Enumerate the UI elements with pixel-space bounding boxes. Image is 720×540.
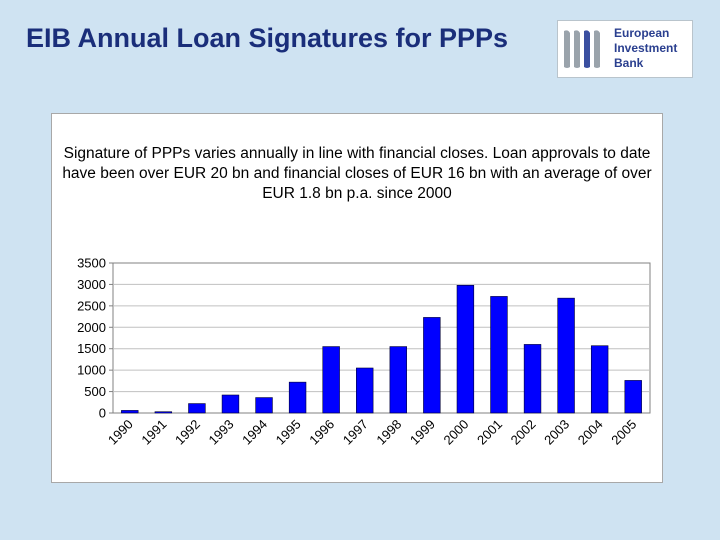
bar <box>456 284 475 414</box>
logo-text-line: Bank <box>614 56 644 70</box>
y-tick-label: 0 <box>99 406 106 421</box>
bar <box>423 317 441 414</box>
y-tick-label: 3000 <box>77 277 106 292</box>
x-tick-label: 1992 <box>172 417 203 448</box>
x-tick-label: 2001 <box>474 417 505 448</box>
slide-title: EIB Annual Loan Signatures for PPPs <box>26 23 509 53</box>
x-tick-label: 1997 <box>340 417 371 448</box>
bar <box>288 381 307 414</box>
bar <box>121 410 139 414</box>
y-tick-label: 2500 <box>77 298 106 313</box>
bar <box>523 344 542 414</box>
bar <box>624 380 642 414</box>
x-tick-label: 1990 <box>105 417 136 448</box>
chart-panel: Signature of PPPs varies annually in lin… <box>51 113 663 483</box>
x-tick-label: 1995 <box>273 417 304 448</box>
x-tick-label: 2002 <box>508 417 539 448</box>
y-tick-label: 500 <box>84 384 106 399</box>
x-tick-label: 2000 <box>440 417 471 448</box>
bar <box>389 346 407 414</box>
y-tick-label: 1000 <box>77 363 106 378</box>
bar <box>356 367 374 414</box>
y-tick-label: 1500 <box>77 341 106 356</box>
bar <box>590 345 609 414</box>
bar <box>221 394 240 414</box>
bar <box>255 397 273 414</box>
logo-text-line: European <box>614 26 670 40</box>
bar <box>490 296 508 414</box>
x-tick-label: 2003 <box>541 417 572 448</box>
y-tick-label: 3500 <box>77 256 106 271</box>
x-tick-label: 1999 <box>407 417 438 448</box>
bar-chart: 0 500 1000 1500 2000 2500 3000 3500 1990 1991 1992… <box>77 256 651 448</box>
x-tick-label: 1991 <box>138 417 169 448</box>
eib-logo-icon <box>564 30 600 68</box>
bar <box>188 403 206 414</box>
chart-caption: Signature of PPPs varies annually in lin… <box>62 145 652 202</box>
x-tick-label: 1998 <box>373 417 404 448</box>
eib-logo: European Investment Bank <box>557 20 693 78</box>
bar <box>154 411 173 414</box>
y-tick-label: 2000 <box>77 320 106 335</box>
logo-text-line: Investment <box>614 41 678 55</box>
bar <box>557 297 575 414</box>
x-tick-label: 2005 <box>608 417 639 448</box>
x-tick-label: 1996 <box>306 417 337 448</box>
x-tick-label: 1994 <box>239 417 270 448</box>
x-tick-label: 1993 <box>206 417 237 448</box>
x-tick-label: 2004 <box>575 417 606 448</box>
bar <box>322 346 340 414</box>
